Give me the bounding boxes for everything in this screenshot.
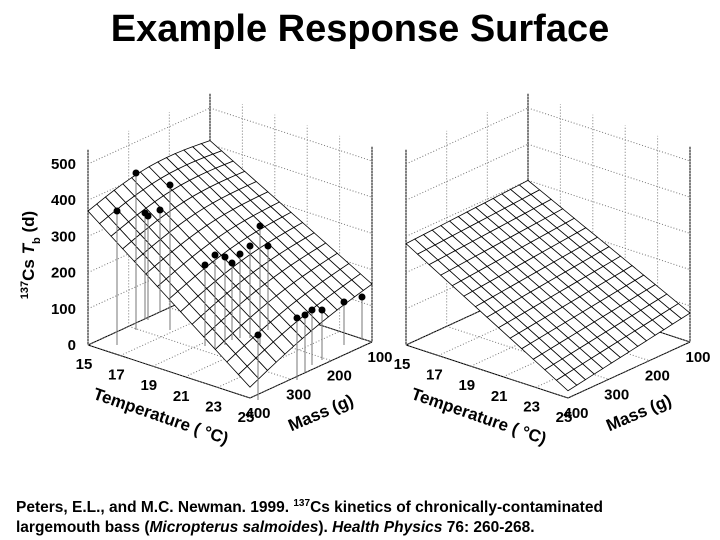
- temperature-tick-label: 21: [491, 388, 508, 405]
- observation-point: [301, 311, 309, 319]
- temperature-tick-label: 15: [394, 356, 411, 373]
- wall-grid-line: [405, 179, 529, 237]
- citation-text: 76: 260-268.: [442, 519, 535, 537]
- floor-grid-line: [217, 330, 340, 388]
- temperature-tick-label: 25: [238, 409, 255, 426]
- floor-grid-line: [567, 341, 691, 399]
- temperature-tick-label: 23: [523, 398, 540, 415]
- plot: 15 17 19 21 23 25 100 200 300 400 0 100 200 300 400 500…: [51, 93, 393, 448]
- z-label-unit: (d): [19, 211, 38, 237]
- citation-text: Cs kinetics of chronically-contaminated: [310, 499, 603, 517]
- temperature-tick-label: 17: [108, 367, 125, 384]
- citation-text: largemouth bass (: [16, 519, 150, 537]
- observation-point: [340, 298, 348, 306]
- mass-tick-label: 200: [645, 368, 670, 385]
- z-label-symbol: T: [19, 242, 38, 254]
- wall-grid-line: [87, 107, 211, 165]
- temperature-axis-label: Temperature ( °C): [91, 384, 231, 448]
- observation-point: [293, 314, 301, 322]
- observation-point: [264, 242, 272, 250]
- plot: 15 17 19 21 23 25 100 200 300 400 Temperature ( °C…: [394, 93, 711, 448]
- temperature-tick-label: 17: [426, 367, 443, 384]
- citation-species: Micropterus salmoides: [149, 519, 319, 537]
- mass-tick-label: 300: [286, 386, 311, 403]
- observation-point: [132, 169, 140, 177]
- observation-point: [113, 207, 121, 215]
- citation-journal: Health Physics: [332, 519, 443, 537]
- z-tick-label: 200: [51, 265, 76, 282]
- z-label-sup: 137: [19, 281, 31, 299]
- z-tick-label: 300: [51, 228, 76, 245]
- citation: Peters, E.L., and M.C. Newman. 1999. 137…: [16, 494, 716, 538]
- floor-edge: [405, 344, 569, 399]
- z-tick-label: 0: [68, 337, 76, 354]
- wall-grid-line: [527, 143, 691, 198]
- mass-tick-label: 400: [563, 405, 588, 422]
- observation-point: [318, 306, 326, 314]
- observation-point: [221, 253, 229, 261]
- mass-tick-label: 100: [367, 349, 392, 366]
- z-axis-label: 137Cs Tb (d): [19, 211, 43, 299]
- temperature-tick-label: 19: [458, 377, 475, 394]
- z-tick-label: 400: [51, 192, 76, 209]
- temperature-tick-label: 21: [173, 388, 190, 405]
- z-label-element: Cs: [19, 254, 38, 280]
- observation-point: [254, 331, 262, 339]
- observation-point: [211, 251, 219, 259]
- z-tick-label: 100: [51, 301, 76, 318]
- figure: 137Cs Tb (d) 15 17 19 21 23 25 100 200 300 400 0 10…: [19, 93, 711, 448]
- wall-grid-line: [527, 107, 691, 162]
- observation-point: [358, 293, 366, 301]
- mass-tick-label: 100: [685, 349, 710, 366]
- citation-text: ).: [318, 519, 333, 537]
- observation-point: [156, 206, 164, 214]
- temperature-axis-label: Temperature ( °C): [409, 384, 549, 448]
- floor-edge: [87, 344, 251, 399]
- wall-grid-line: [405, 143, 529, 201]
- observation-point: [236, 250, 244, 258]
- mass-tick-label: 200: [327, 368, 352, 385]
- z-label-sub: b: [31, 237, 43, 244]
- wall-grid-line: [405, 107, 529, 165]
- observation-point: [308, 306, 316, 314]
- observation-point: [144, 212, 152, 220]
- surface-cell: [555, 374, 578, 392]
- z-tick-label: 500: [51, 156, 76, 173]
- observation-point: [228, 259, 236, 267]
- temperature-tick-label: 19: [140, 377, 157, 394]
- temperature-tick-label: 15: [76, 356, 93, 373]
- observation-point: [256, 222, 264, 230]
- mass-tick-label: 300: [604, 386, 629, 403]
- citation-text: Peters, E.L., and M.C. Newman. 1999.: [16, 499, 294, 517]
- observation-point: [166, 181, 174, 189]
- observation-point: [246, 242, 254, 250]
- observation-point: [201, 261, 209, 269]
- temperature-tick-label: 25: [556, 409, 573, 426]
- temperature-tick-label: 23: [205, 398, 222, 415]
- citation-sup: 137: [293, 498, 311, 509]
- wall-grid-line: [209, 107, 373, 162]
- mass-tick-label: 400: [245, 405, 270, 422]
- surface-cell: [237, 365, 260, 388]
- slide-title: Example Response Surface: [110, 8, 610, 50]
- floor-grid-line: [249, 341, 373, 399]
